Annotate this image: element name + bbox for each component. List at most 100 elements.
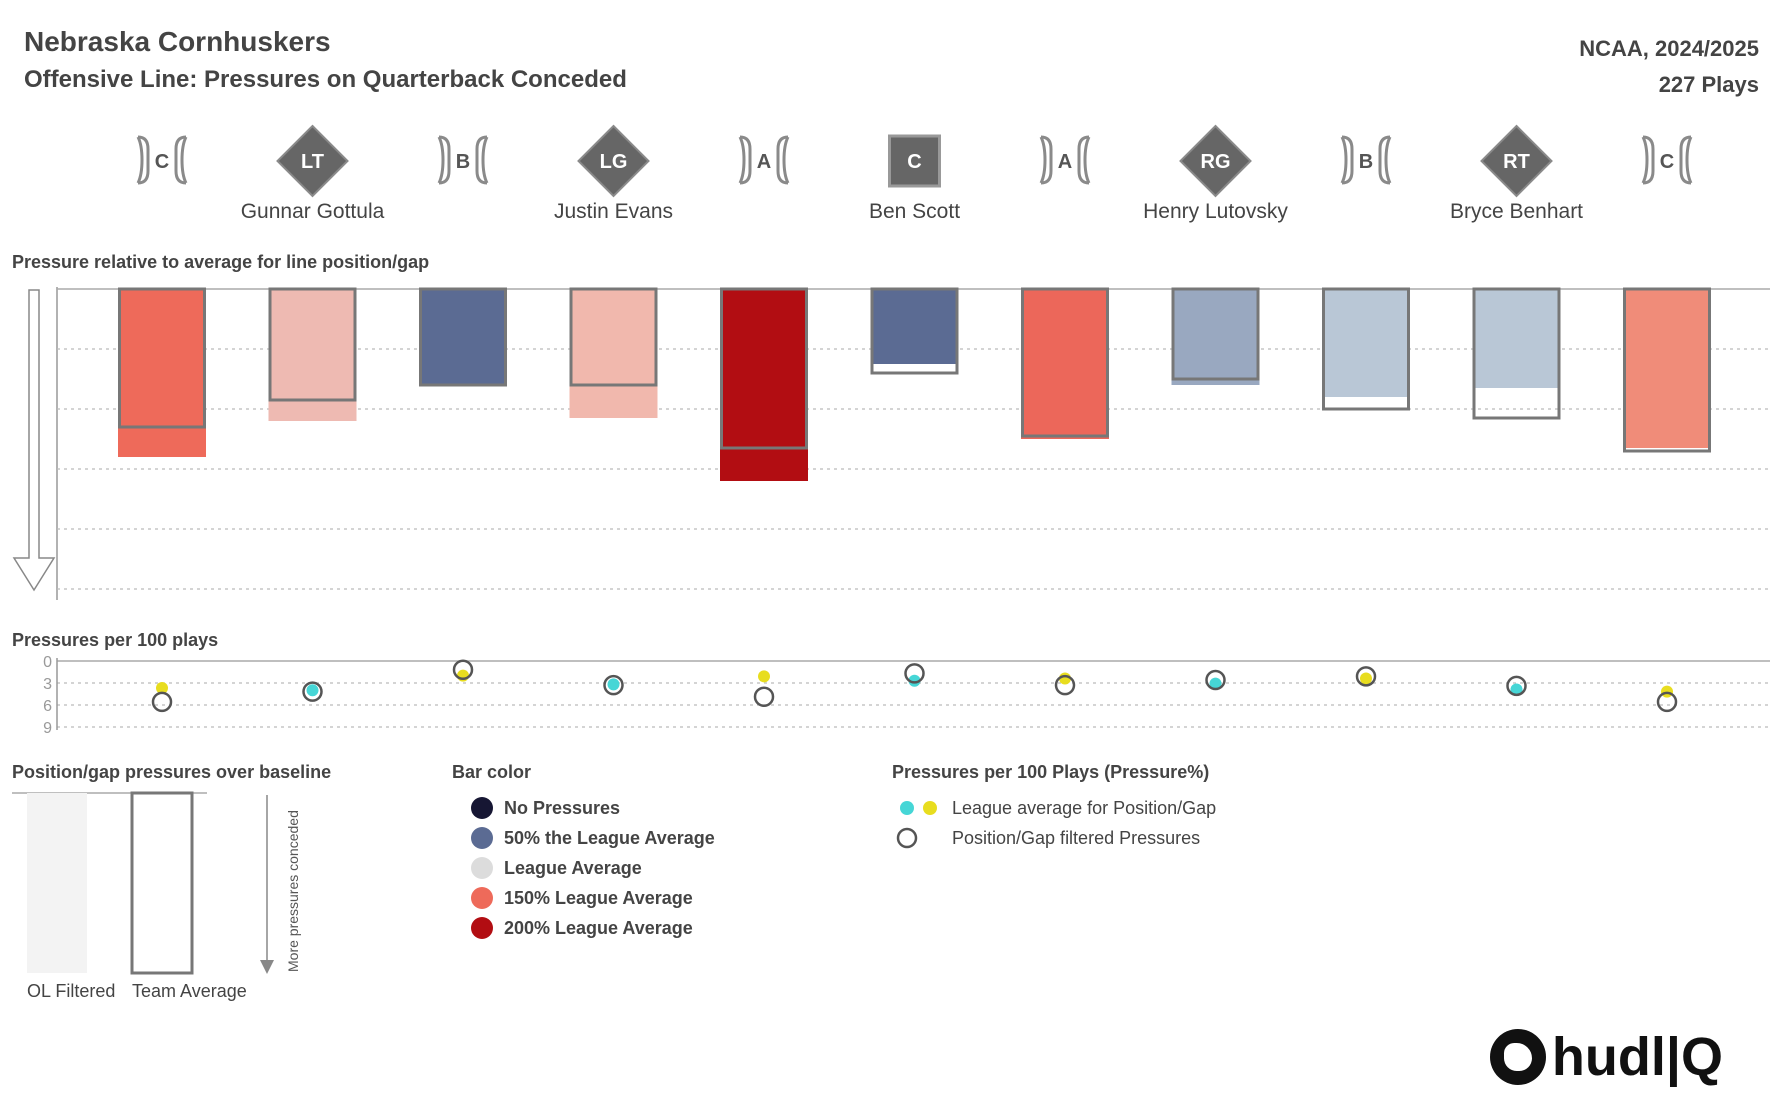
dots-chart-title: Pressures per 100 plays bbox=[12, 630, 218, 650]
filtered-pressure-ring bbox=[753, 686, 775, 708]
baseline-legend-team-swatch bbox=[130, 791, 194, 975]
filtered-pressure-legend-label: Position/Gap filtered Pressures bbox=[952, 828, 1200, 848]
hudl-logo-mark-icon bbox=[1489, 1029, 1546, 1085]
position-diamond-icon bbox=[276, 124, 349, 198]
dots-y-tick: 3 bbox=[43, 676, 52, 693]
more-pressures-arrow-icon bbox=[12, 289, 56, 592]
page-subtitle: Offensive Line: Pressures on Quarterback… bbox=[24, 66, 627, 93]
gap-label: B bbox=[456, 151, 470, 173]
league-average-dot bbox=[758, 670, 770, 683]
filtered-pressure-ring bbox=[302, 681, 323, 702]
bar-color-swatch-icon bbox=[471, 857, 493, 879]
league-average-dot bbox=[1360, 672, 1372, 685]
gap-bracket-right-icon bbox=[1378, 135, 1392, 185]
league-average-dot bbox=[607, 678, 620, 691]
gap-bracket-left-icon bbox=[1039, 135, 1053, 185]
gap-label: A bbox=[757, 151, 771, 173]
baseline-legend-team-label: Team Average bbox=[132, 981, 247, 1001]
bar-team-average bbox=[118, 287, 206, 429]
bar-color-swatch-icon bbox=[471, 917, 493, 939]
league-average-swatch-cyan-icon bbox=[900, 801, 914, 815]
filtered-pressure-ring bbox=[151, 691, 173, 713]
player-name: Gunnar Gottula bbox=[241, 200, 385, 223]
bar-ol-filtered bbox=[1472, 289, 1561, 388]
hudl-iq-logo: hudl|Q bbox=[1489, 1026, 1723, 1088]
bar-team-average bbox=[720, 287, 808, 450]
bar-ol-filtered bbox=[1021, 289, 1109, 439]
filtered-pressure-ring bbox=[904, 663, 925, 684]
bar-team-average bbox=[1171, 287, 1260, 381]
filtered-pressure-ring bbox=[1205, 669, 1226, 691]
gap-bracket-left-icon bbox=[1340, 135, 1354, 185]
position-label: RT bbox=[1503, 151, 1530, 173]
bar-team-average bbox=[268, 287, 357, 402]
position-diamond-icon bbox=[577, 124, 650, 198]
position-label: LT bbox=[301, 151, 324, 173]
bar-color-legend-label: No Pressures bbox=[504, 798, 620, 818]
bar-ol-filtered bbox=[870, 289, 959, 364]
center-square-icon bbox=[888, 134, 941, 188]
dots-y-tick: 6 bbox=[43, 698, 52, 715]
position-label: C bbox=[907, 151, 921, 173]
filtered-pressure-ring bbox=[1656, 691, 1678, 713]
player-name: Henry Lutovsky bbox=[1143, 200, 1288, 223]
gap-label: B bbox=[1359, 151, 1373, 173]
league-average-dot bbox=[1510, 683, 1523, 696]
gap-bracket-right-icon bbox=[174, 135, 188, 185]
league-average-dot bbox=[306, 684, 319, 697]
bar-color-legend-title: Bar color bbox=[452, 762, 531, 782]
gap-label: A bbox=[1058, 151, 1072, 173]
position-label: LG bbox=[600, 151, 628, 173]
bar-color-legend-label: 200% League Average bbox=[504, 918, 693, 938]
gap-bracket-right-icon bbox=[1679, 135, 1693, 185]
dots-y-tick: 9 bbox=[43, 720, 52, 737]
hudl-logo-text: hudl|Q bbox=[1551, 1027, 1723, 1087]
league-average-dot bbox=[1209, 677, 1222, 690]
gap-label: C bbox=[155, 151, 169, 173]
filtered-pressure-ring bbox=[1506, 675, 1527, 697]
pressures-legend-title: Pressures per 100 Plays (Pressure%) bbox=[892, 762, 1209, 782]
bar-ol-filtered bbox=[419, 289, 507, 385]
filtered-pressure-ring bbox=[603, 674, 624, 696]
bar-ol-filtered bbox=[1623, 289, 1711, 448]
filtered-pressure-ring bbox=[1054, 674, 1076, 696]
gap-bracket-right-icon bbox=[1077, 135, 1091, 185]
bar-color-legend-label: 50% the League Average bbox=[504, 828, 715, 848]
bar-color-legend-label: 150% League Average bbox=[504, 888, 693, 908]
position-label: RG bbox=[1201, 151, 1231, 173]
player-name: Bryce Benhart bbox=[1450, 200, 1583, 223]
league-season: NCAA, 2024/2025 bbox=[1579, 36, 1759, 61]
gap-bracket-right-icon bbox=[475, 135, 489, 185]
gap-label: C bbox=[1660, 151, 1674, 173]
bar-ol-filtered bbox=[1171, 289, 1260, 385]
gap-bracket-left-icon bbox=[1641, 135, 1655, 185]
bar-team-average bbox=[1322, 287, 1410, 411]
bar-ol-filtered bbox=[1322, 289, 1410, 397]
league-average-swatch-yellow-icon bbox=[923, 801, 937, 815]
filtered-pressure-ring bbox=[452, 659, 474, 681]
bar-color-swatch-icon bbox=[471, 797, 493, 819]
filtered-pressure-ring bbox=[1355, 666, 1377, 687]
bar-team-average bbox=[1472, 287, 1561, 420]
bar-color-swatch-icon bbox=[471, 887, 493, 909]
bar-team-average bbox=[870, 287, 959, 375]
baseline-legend-ol-label: OL Filtered bbox=[27, 981, 115, 1001]
gap-bracket-left-icon bbox=[136, 135, 150, 185]
gap-bracket-right-icon bbox=[776, 135, 790, 185]
league-average-legend-label: League average for Position/Gap bbox=[952, 798, 1216, 818]
filtered-pressure-swatch-icon bbox=[896, 827, 918, 849]
baseline-legend-arrow-label: More pressures conceded bbox=[285, 810, 301, 972]
plays-count: 227 Plays bbox=[1658, 72, 1759, 97]
baseline-legend-ol-swatch bbox=[27, 793, 87, 973]
bar-chart-title: Pressure relative to average for line po… bbox=[12, 252, 429, 272]
page-title: Nebraska Cornhuskers bbox=[24, 26, 331, 57]
position-diamond-icon bbox=[1179, 124, 1252, 198]
gap-bracket-left-icon bbox=[738, 135, 752, 185]
player-name: Ben Scott bbox=[869, 200, 960, 223]
baseline-legend-title: Position/gap pressures over baseline bbox=[12, 762, 331, 782]
bar-team-average bbox=[419, 287, 507, 387]
player-name: Justin Evans bbox=[554, 200, 673, 223]
bar-color-legend-label: League Average bbox=[504, 858, 642, 878]
bar-ol-filtered bbox=[569, 289, 658, 418]
